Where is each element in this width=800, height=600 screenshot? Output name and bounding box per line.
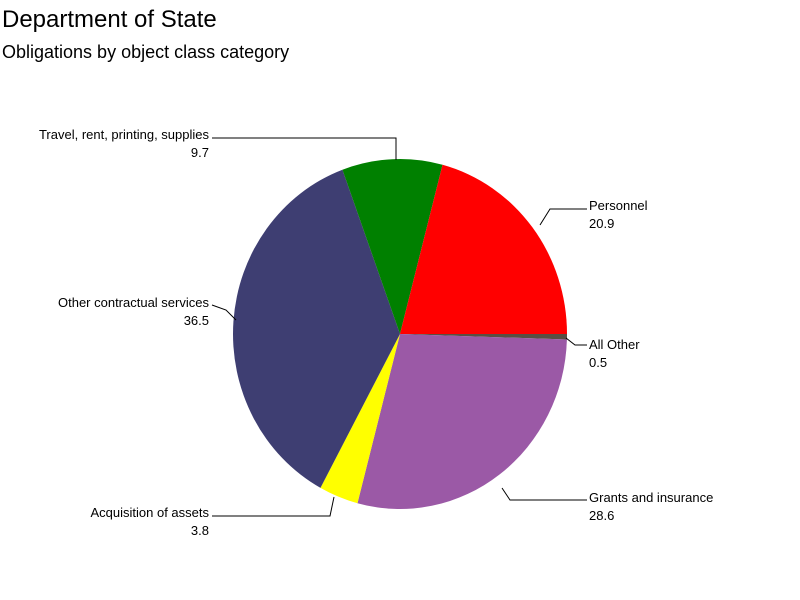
slice-label: Personnel xyxy=(589,198,648,213)
slice-value-label: 3.8 xyxy=(191,523,209,538)
slice-value-label: 36.5 xyxy=(184,313,209,328)
slice-value-label: 9.7 xyxy=(191,145,209,160)
slice-label: All Other xyxy=(589,337,640,352)
slice-value-label: 28.6 xyxy=(589,508,614,523)
chart-subtitle: Obligations by object class category xyxy=(2,42,290,62)
slice-label: Travel, rent, printing, supplies xyxy=(39,127,210,142)
pie-slice-personnel xyxy=(400,164,567,334)
leader-line xyxy=(212,137,397,160)
leader-line xyxy=(501,487,587,501)
pie-slice-grants-and-insurance xyxy=(357,334,567,509)
slice-label: Grants and insurance xyxy=(589,490,713,505)
leader-line xyxy=(211,304,237,321)
slice-value-label: 0.5 xyxy=(589,355,607,370)
pie-slice-other-contractual-services xyxy=(233,169,400,488)
slice-label: Other contractual services xyxy=(58,295,210,310)
pie-slice-travel-rent-printing-supplies xyxy=(342,159,443,334)
leader-line xyxy=(539,208,587,226)
leader-line xyxy=(212,496,335,517)
chart-title: Department of State xyxy=(2,6,217,33)
slice-value-label: 20.9 xyxy=(589,216,614,231)
pie-slice-all-other xyxy=(400,334,567,340)
slice-label: Acquisition of assets xyxy=(90,505,209,520)
pie-slice-acquisition-of-assets xyxy=(320,334,400,504)
leader-line xyxy=(565,337,587,346)
